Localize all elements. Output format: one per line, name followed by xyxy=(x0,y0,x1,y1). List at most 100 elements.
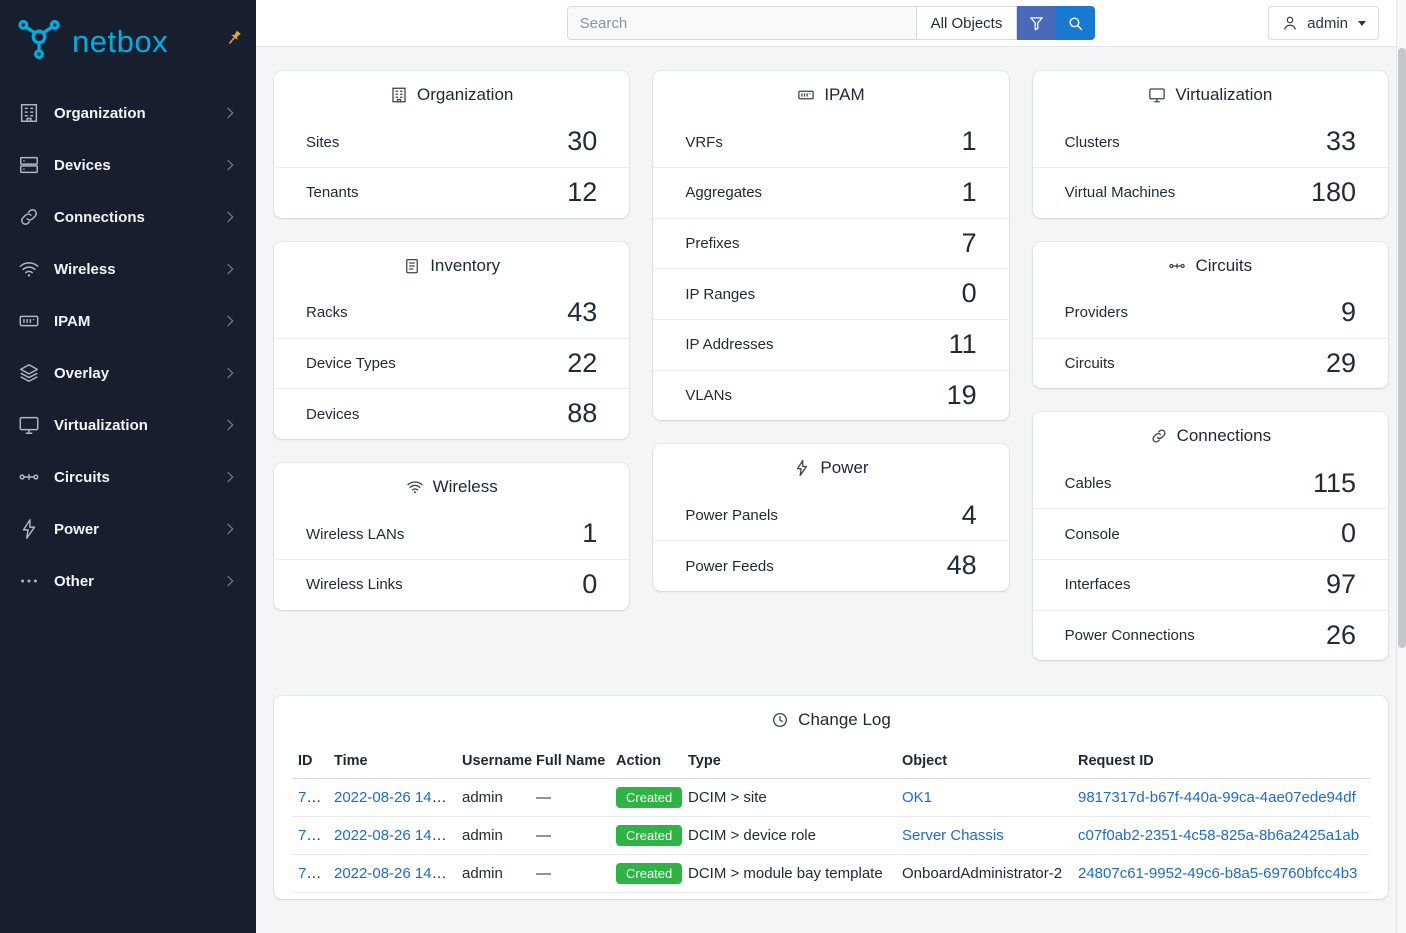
ipam-card-title: IPAM xyxy=(653,71,1008,117)
ipam-card: IPAM VRFs 1 Aggregates 1 Prefixes 7 xyxy=(653,71,1009,421)
stat-value: 43 xyxy=(567,296,598,327)
stat-row: Cables 115 xyxy=(1033,458,1388,508)
changelog-id-link[interactable]: 753 xyxy=(298,865,324,883)
building-icon xyxy=(390,86,408,104)
stat-link-circuits[interactable]: Circuits xyxy=(1064,355,1115,373)
stat-link-power-feeds[interactable]: Power Feeds xyxy=(685,557,774,575)
stats-column-1: Organization Sites 30 Tenants 12 xyxy=(274,71,630,610)
stat-link-sites[interactable]: Sites xyxy=(306,133,340,151)
stat-row: VRFs 1 xyxy=(653,117,1008,167)
sidebar-item-virtualization[interactable]: Virtualization xyxy=(0,399,256,451)
sidebar-item-overlay[interactable]: Overlay xyxy=(0,347,256,399)
virtualization-card: Virtualization Clusters 33 Virtual Machi… xyxy=(1032,71,1388,218)
column-header-time: Time xyxy=(328,744,456,780)
vertical-scrollbar[interactable] xyxy=(1396,0,1406,933)
stat-link-ip-ranges[interactable]: IP Ranges xyxy=(685,285,756,303)
search-input[interactable] xyxy=(566,6,917,40)
sidebar-item-connections[interactable]: Connections xyxy=(0,191,256,243)
stat-link-device-types[interactable]: Device Types xyxy=(306,355,396,373)
changelog-id-link[interactable]: 754 xyxy=(298,827,324,845)
card-title-text: Change Log xyxy=(798,710,891,730)
sidebar-item-other[interactable]: Other xyxy=(0,555,256,607)
sidebar-item-organization[interactable]: Organization xyxy=(0,87,256,139)
changelog-username: admin xyxy=(456,778,530,818)
stat-value: 48 xyxy=(946,550,977,581)
stat-value: 180 xyxy=(1310,177,1356,207)
stat-link-cables[interactable]: Cables xyxy=(1064,474,1112,492)
stat-link-virtual-machines[interactable]: Virtual Machines xyxy=(1064,184,1176,202)
scrollbar-thumb[interactable] xyxy=(1398,48,1406,648)
sidebar-item-label: Circuits xyxy=(54,468,110,486)
stat-value: 0 xyxy=(961,278,977,309)
stat-row: VLANs 19 xyxy=(653,369,1009,421)
column-header-full-name: Full Name xyxy=(530,744,610,780)
sidebar-item-label: IPAM xyxy=(54,312,91,330)
stat-link-power-panels[interactable]: Power Panels xyxy=(685,506,778,524)
sidebar-item-power[interactable]: Power xyxy=(0,503,256,555)
changelog-object-link[interactable]: Server Chassis xyxy=(902,827,1004,845)
stat-link-providers[interactable]: Providers xyxy=(1064,304,1129,322)
stat-link-aggregates[interactable]: Aggregates xyxy=(685,184,763,202)
sidebar-item-ipam[interactable]: IPAM xyxy=(0,295,256,347)
changelog-request-id-link[interactable]: c07f0ab2-2351-4c58-825a-8b6a2425a1ab xyxy=(1078,827,1360,845)
changelog-time-link[interactable]: 2022-08-26 14:15 xyxy=(334,865,453,883)
power-card: Power Power Panels 4 Power Feeds 48 xyxy=(653,444,1009,592)
column-header-object: Object xyxy=(896,744,1072,780)
stat-value: 29 xyxy=(1325,347,1356,378)
stat-link-prefixes[interactable]: Prefixes xyxy=(685,235,740,253)
chevron-right-icon xyxy=(222,157,238,173)
stat-link-tenants[interactable]: Tenants xyxy=(306,184,359,202)
sidebar-item-label: Other xyxy=(54,572,95,590)
stat-link-interfaces[interactable]: Interfaces xyxy=(1064,576,1131,594)
virtualization-card-title: Virtualization xyxy=(1033,71,1388,117)
stat-link-clusters[interactable]: Clusters xyxy=(1064,133,1120,151)
changelog-time-link[interactable]: 2022-08-26 14:22 xyxy=(334,789,453,807)
stat-link-devices[interactable]: Devices xyxy=(306,405,360,423)
object-type-select[interactable]: All Objects xyxy=(916,6,1018,40)
sidebar-item-circuits[interactable]: Circuits xyxy=(0,451,256,503)
changelog-request-id-link[interactable]: 9817317d-b67f-440a-99ca-4ae07ede94df xyxy=(1078,789,1356,807)
changelog-full-name: — xyxy=(530,854,610,894)
stat-value: 1 xyxy=(582,518,598,549)
stat-value: 0 xyxy=(1340,518,1356,549)
changelog-id-link[interactable]: 755 xyxy=(298,789,324,807)
stat-link-vlans[interactable]: VLANs xyxy=(685,387,733,405)
changelog-request-id-link[interactable]: 24807c61-9952-49c6-b8a5-69760bfcc4b3 xyxy=(1078,865,1358,883)
stat-value: 1 xyxy=(961,177,977,207)
stat-link-racks[interactable]: Racks xyxy=(306,304,348,322)
ip-network-icon xyxy=(797,86,815,104)
changelog-time-link[interactable]: 2022-08-26 14:17 xyxy=(334,827,453,845)
stat-row: Wireless LANs 1 xyxy=(274,509,629,559)
stat-row: Circuits 29 xyxy=(1032,337,1388,389)
sidebar-item-wireless[interactable]: Wireless xyxy=(0,243,256,295)
stat-value: 22 xyxy=(567,347,598,378)
stat-row: Wireless Links 0 xyxy=(274,559,630,610)
changelog-username: admin xyxy=(456,816,530,856)
stat-value: 88 xyxy=(567,398,598,429)
changelog-full-name: — xyxy=(530,778,610,818)
stat-row: Prefixes 7 xyxy=(653,217,1009,269)
sidebar-item-devices[interactable]: Devices xyxy=(0,139,256,191)
organization-card: Organization Sites 30 Tenants 12 xyxy=(274,71,630,218)
changelog-type: DCIM > module bay template xyxy=(682,854,896,894)
stat-value: 4 xyxy=(961,499,977,530)
person-icon xyxy=(1281,14,1299,32)
user-menu-button[interactable]: admin xyxy=(1268,6,1379,40)
filter-button[interactable] xyxy=(1017,6,1057,40)
stat-link-console[interactable]: Console xyxy=(1064,525,1120,543)
netbox-logo[interactable]: netbox xyxy=(0,0,256,81)
stat-link-ip-addresses[interactable]: IP Addresses xyxy=(685,336,774,354)
wifi-icon xyxy=(406,478,424,496)
stat-row: Sites 30 xyxy=(274,117,629,167)
stat-link-power-connections[interactable]: Power Connections xyxy=(1064,627,1195,645)
stat-link-vrfs[interactable]: VRFs xyxy=(685,133,723,151)
chevron-right-icon xyxy=(222,469,238,485)
stat-value: 11 xyxy=(948,329,977,360)
pin-sidebar-icon[interactable] xyxy=(224,28,244,48)
changelog-object-link[interactable]: OK1 xyxy=(902,789,933,807)
stat-link-wireless-links[interactable]: Wireless Links xyxy=(306,576,403,594)
search-button[interactable] xyxy=(1056,6,1096,40)
wireless-card-title: Wireless xyxy=(274,463,629,509)
stat-link-wireless-lans[interactable]: Wireless LANs xyxy=(306,525,405,543)
history-icon xyxy=(771,711,789,729)
